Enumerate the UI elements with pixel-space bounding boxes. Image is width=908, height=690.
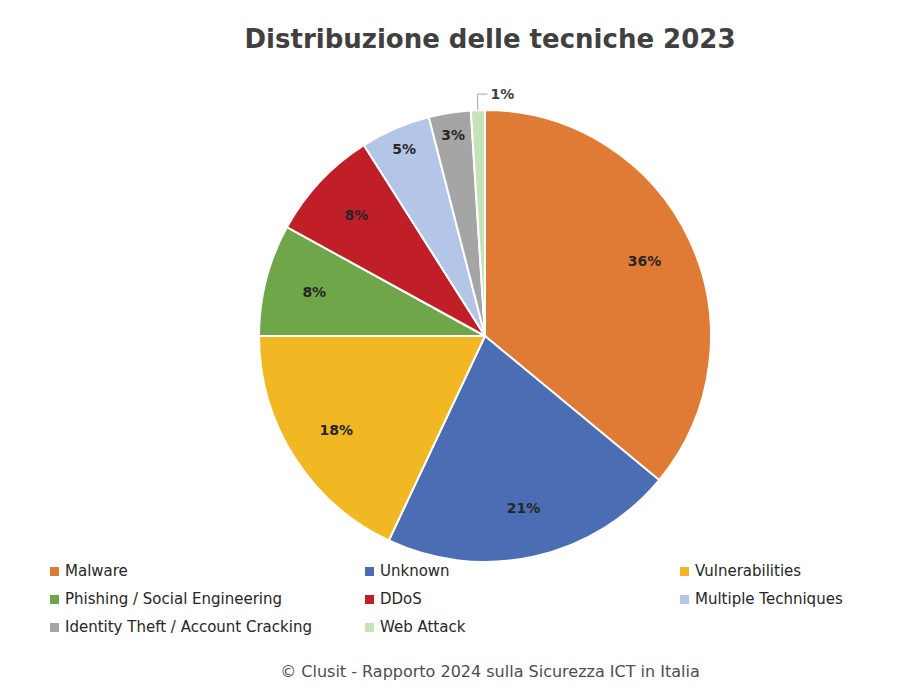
legend-swatch xyxy=(365,623,374,632)
legend-label: Malware xyxy=(65,562,128,580)
legend-label: DDoS xyxy=(380,590,422,608)
legend-label: Web Attack xyxy=(380,618,466,636)
legend-label: Identity Theft / Account Cracking xyxy=(65,618,312,636)
legend-item: Vulnerabilities xyxy=(680,562,801,580)
legend-label: Phishing / Social Engineering xyxy=(65,590,282,608)
legend-label: Vulnerabilities xyxy=(695,562,801,580)
data-label: 8% xyxy=(345,207,369,223)
slice xyxy=(429,110,485,336)
legend-item: Multiple Techniques xyxy=(680,590,843,608)
legend-swatch xyxy=(365,595,374,604)
legend-item: Malware xyxy=(50,562,128,580)
source: © Clusit - Rapporto 2024 sulla Sicurezza… xyxy=(280,662,700,681)
pie xyxy=(259,110,711,562)
legend-item: DDoS xyxy=(365,590,422,608)
data-label: 8% xyxy=(302,284,326,300)
legend-item: Unknown xyxy=(365,562,450,580)
legend-swatch xyxy=(365,567,374,576)
data-label: 3% xyxy=(441,127,465,143)
legend-swatch xyxy=(50,623,59,632)
legend: Malware Unknown Vulnerabilities Phishing / … xyxy=(50,562,843,636)
legend-swatch xyxy=(680,595,689,604)
leader-line xyxy=(477,94,487,110)
data-label: 36% xyxy=(628,253,662,269)
legend-swatch xyxy=(50,567,59,576)
slice xyxy=(259,336,485,540)
chart: Distribuzione delle tecniche 2023 36% 21% 1… xyxy=(0,0,908,690)
legend-item: Web Attack xyxy=(365,618,466,636)
legend-label: Unknown xyxy=(380,562,450,580)
legend-item: Phishing / Social Engineering xyxy=(50,590,282,608)
legend-swatch xyxy=(50,595,59,604)
slice xyxy=(471,110,485,336)
title: Distribuzione delle tecniche 2023 xyxy=(245,24,736,54)
legend-label: Multiple Techniques xyxy=(695,590,843,608)
data-label: 5% xyxy=(392,141,416,157)
legend-swatch xyxy=(680,567,689,576)
legend-item: Identity Theft / Account Cracking xyxy=(50,618,312,636)
data-label: 18% xyxy=(319,422,353,438)
data-label: 1% xyxy=(490,86,514,102)
data-labels: 36% 21% 18% 8% 8% 5% 3% 1% xyxy=(302,86,661,516)
data-label: 21% xyxy=(507,500,541,516)
